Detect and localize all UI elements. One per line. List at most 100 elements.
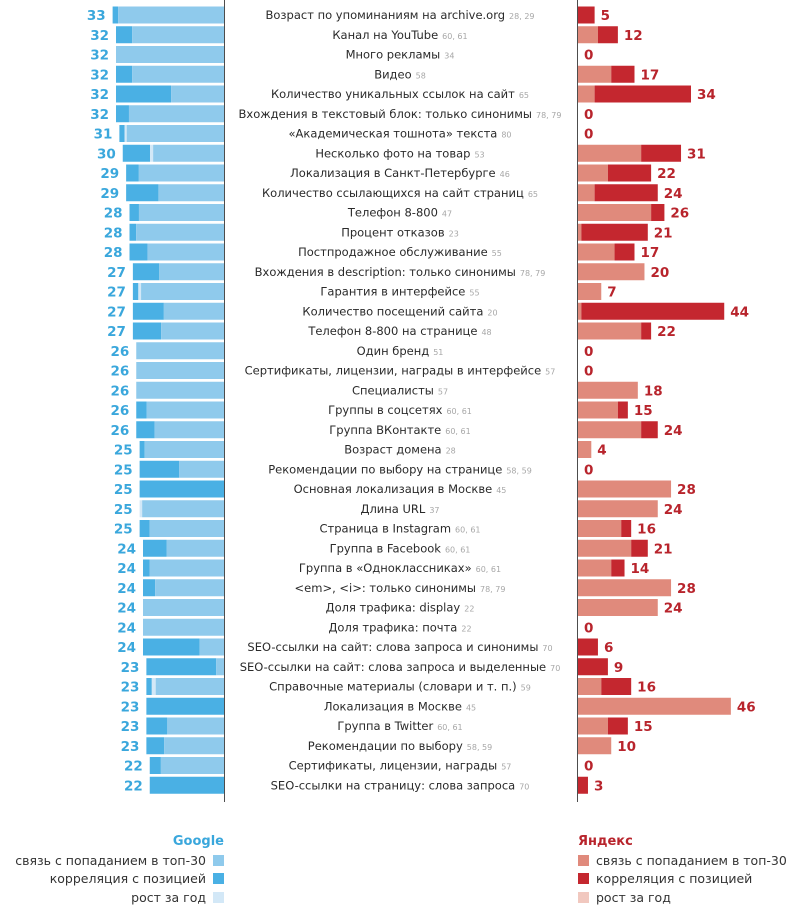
google-bar-top30: [216, 658, 224, 676]
yandex-value-label: 0: [584, 344, 593, 360]
factor-label: Возраст домена 28: [344, 443, 456, 457]
factor-label: Вхождения в текстовый блок: только синон…: [239, 107, 562, 121]
google-bar-top30: [126, 125, 224, 142]
yandex-bar-correlation: [641, 421, 658, 439]
factor-label: Сертификаты, лицензии, награды 57: [289, 759, 512, 773]
factor-label: SEO-ссылки на сайт: слова запроса и выде…: [240, 660, 561, 674]
google-value-label: 28: [104, 245, 123, 261]
yandex-value-label: 12: [624, 28, 643, 44]
factor-reference: 70: [550, 664, 560, 673]
yandex-legend-label-correlation: корреляция с позицией: [596, 871, 753, 887]
yandex-bar-top30: [578, 500, 658, 518]
yandex-bar-top30: [578, 401, 618, 419]
yandex-value-label: 0: [584, 48, 593, 64]
google-legend-item-top30: связь с попаданием в топ-30: [0, 851, 224, 870]
yandex-bar-top30: [578, 520, 622, 537]
google-value-label: 29: [100, 166, 119, 182]
factor-reference: 57: [501, 763, 511, 772]
yandex-value-label: 20: [650, 265, 669, 281]
factor-reference: 45: [466, 703, 476, 712]
yandex-legend-swatch-growth: [578, 891, 589, 903]
factor-label: Телефон 8-800 47: [347, 206, 452, 220]
google-value-label: 23: [121, 680, 140, 696]
factor-reference: 51: [433, 348, 443, 357]
google-bar-correlation: [143, 559, 150, 577]
google-value-label: 32: [90, 87, 109, 103]
google-bar-correlation: [143, 579, 156, 597]
factor-label: Вхождения в description: только синонимы…: [255, 265, 546, 279]
factor-reference: 20: [487, 308, 497, 317]
factor-reference: 58: [416, 71, 426, 80]
yandex-value-label: 0: [584, 364, 593, 380]
factor-label: Локализация в Санкт-Петербурге 46: [290, 166, 510, 180]
google-bar-correlation: [129, 223, 137, 241]
google-bar-correlation: [143, 638, 200, 656]
google-bar-top30: [138, 164, 224, 182]
factor-label: Возраст по упоминаниям на archive.org 28,…: [266, 8, 535, 22]
yandex-bar-correlation: [597, 26, 618, 44]
google-legend-label-growth: рост за год: [131, 889, 206, 905]
factor-label: Группы в соцсетях 60, 61: [328, 403, 472, 417]
google-bar-top30: [199, 638, 224, 656]
yandex-value-label: 0: [584, 127, 593, 143]
yandex-bar-correlation: [641, 322, 652, 340]
yandex-value-label: 28: [677, 581, 696, 597]
google-bar-top30: [141, 283, 224, 300]
google-bar-correlation: [132, 302, 164, 320]
google-value-label: 26: [110, 383, 129, 399]
factor-reference: 28: [446, 447, 456, 456]
factor-label: Видео 58: [374, 67, 426, 81]
google-bar-correlation: [136, 401, 147, 419]
yandex-legend-title: Яндекс: [578, 834, 633, 849]
yandex-bar-correlation: [641, 144, 682, 162]
yandex-bar-correlation: [594, 85, 691, 103]
yandex-value-label: 46: [737, 699, 756, 715]
yandex-value-label: 4: [597, 443, 606, 459]
google-bar-top30: [154, 421, 224, 439]
google-bar-top30: [128, 105, 224, 123]
yandex-value-label: 16: [637, 680, 656, 696]
google-value-label: 26: [110, 423, 129, 439]
yandex-bar-correlation: [614, 243, 635, 261]
yandex-value-label: 24: [664, 186, 683, 202]
yandex-bar-top30: [578, 26, 598, 44]
yandex-bar-top30: [578, 697, 731, 715]
factor-reference: 60, 61: [437, 723, 462, 732]
google-value-label: 24: [117, 561, 136, 577]
google-bar-correlation: [149, 757, 161, 774]
factor-reference: 70: [542, 644, 552, 653]
factor-label: Основная локализация в Москве 45: [294, 482, 507, 496]
google-bar-correlation: [146, 697, 224, 715]
google-bar-top30: [143, 618, 224, 636]
yandex-bar-top30: [578, 263, 645, 281]
google-bar-correlation: [122, 144, 151, 162]
yandex-bar-top30: [578, 85, 595, 103]
google-bar-top30: [146, 401, 224, 419]
google-bar-top30: [132, 65, 224, 83]
yandex-bar-top30: [578, 599, 658, 616]
factor-reference: 57: [438, 387, 448, 396]
google-value-label: 26: [110, 344, 129, 360]
yandex-bar-correlation: [607, 717, 628, 735]
google-bar-top30: [118, 6, 224, 24]
chart-rows: 33 Возраст по упоминаниям на archive.org 2…: [87, 6, 756, 794]
factor-reference: 55: [492, 249, 502, 258]
google-value-label: 26: [110, 403, 129, 419]
factor-reference: 80: [501, 131, 511, 140]
factor-reference: 22: [461, 624, 471, 633]
google-bar-correlation: [126, 184, 159, 202]
factor-label: Специалисты 57: [352, 383, 448, 397]
yandex-value-label: 14: [631, 561, 650, 577]
factor-reference: 47: [442, 210, 452, 219]
google-legend-item-growth: рост за год: [0, 888, 224, 907]
yandex-value-label: 24: [664, 601, 683, 617]
factor-reference: 23: [449, 229, 459, 238]
google-value-label: 32: [90, 67, 109, 83]
google-bar-correlation: [143, 539, 167, 557]
google-bar-top30: [166, 539, 224, 557]
factor-reference: 28, 29: [509, 12, 534, 21]
yandex-value-label: 26: [670, 206, 689, 222]
yandex-value-label: 0: [584, 462, 593, 478]
factor-reference: 57: [545, 368, 555, 377]
google-value-label: 26: [110, 364, 129, 380]
